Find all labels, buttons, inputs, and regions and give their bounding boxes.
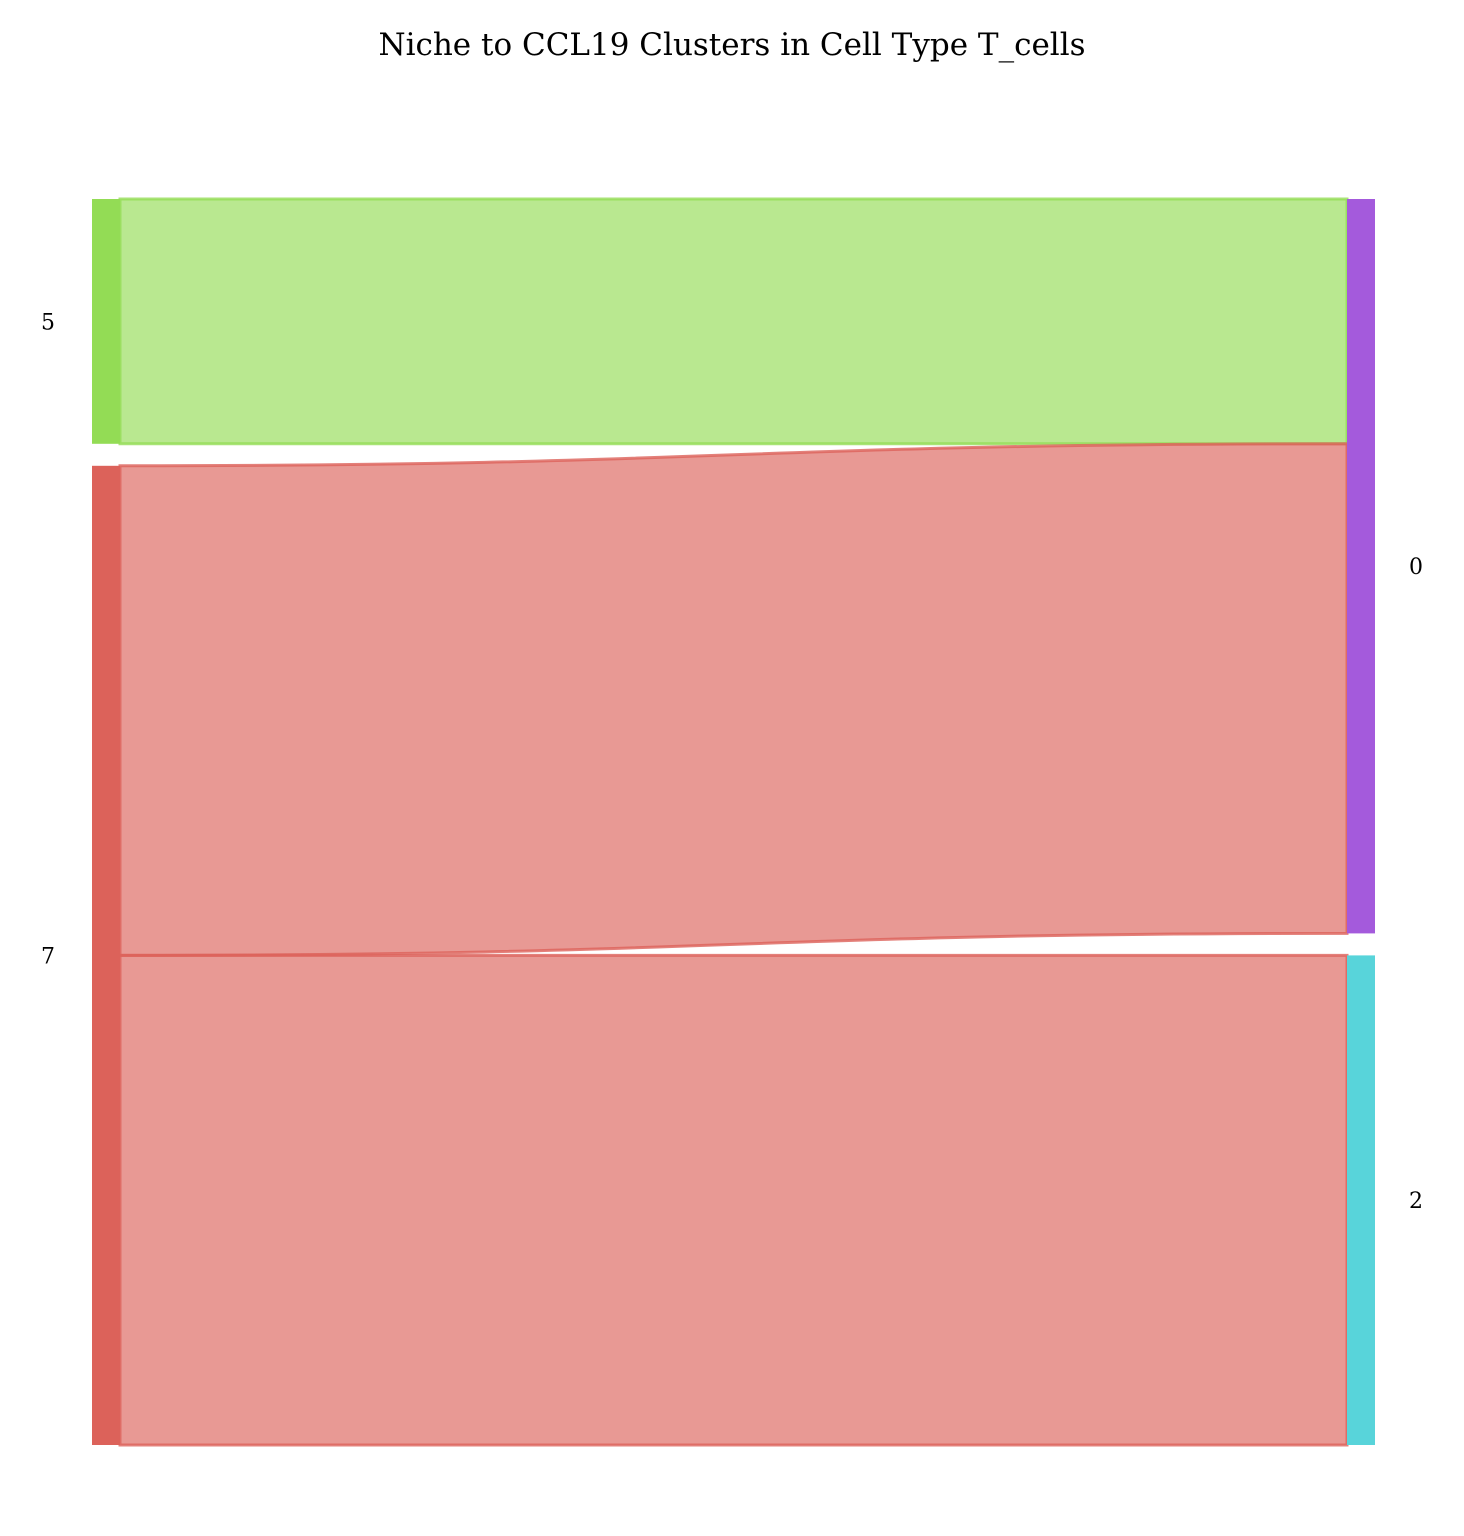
sankey-node-labels: 5 7 0 2 xyxy=(41,310,1423,1214)
source-node-5 xyxy=(92,199,120,444)
sankey-link-7-to-2 xyxy=(118,953,1349,1447)
source-node-label-7: 7 xyxy=(41,944,55,969)
source-node-7 xyxy=(92,465,120,1445)
source-node-label-5: 5 xyxy=(41,310,55,335)
target-node-2 xyxy=(1347,955,1375,1445)
sankey-nodes xyxy=(92,199,1375,1445)
chart-title: Niche to CCL19 Clusters in Cell Type T_c… xyxy=(378,27,1085,63)
target-node-label-2: 2 xyxy=(1409,1189,1423,1214)
target-node-label-0: 0 xyxy=(1409,555,1423,580)
sankey-link-5-to-0 xyxy=(118,197,1349,446)
sankey-links xyxy=(118,197,1349,1447)
target-node-0 xyxy=(1347,199,1375,934)
sankey-link-7-to-0 xyxy=(118,442,1349,957)
